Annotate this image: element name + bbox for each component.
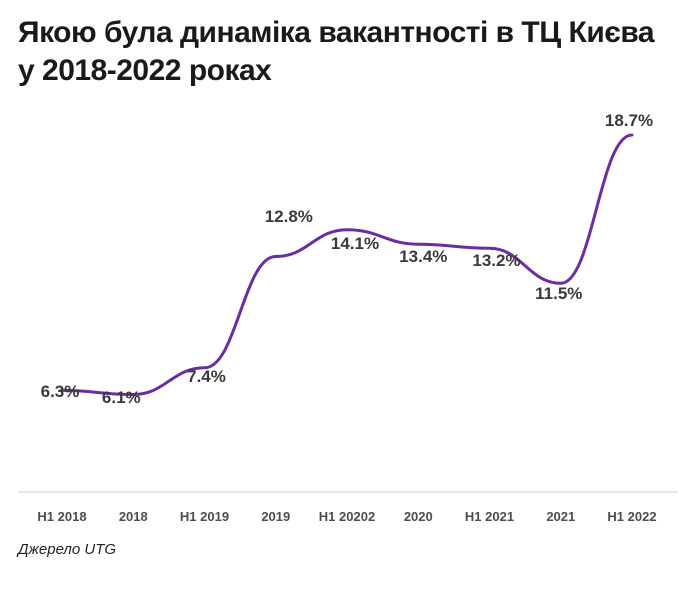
chart-title-line-2: у 2018-2022 роках [18,54,272,87]
x-tick-label: 2021 [546,509,575,524]
data-label: 12.8% [265,207,313,226]
data-label: 14.1% [331,234,379,253]
data-label: 6.1% [102,388,141,407]
x-tick-label: 2020 [404,509,433,524]
x-tick-label: H1 2019 [180,509,229,524]
x-tick-label: H1 20202 [319,509,375,524]
source-note: Джерело UTG [18,541,117,558]
x-tick-label: H1 2018 [37,509,86,524]
chart-title: Якою була динаміка вакантності в ТЦ Києв… [18,14,678,90]
x-tick-label: 2019 [261,509,290,524]
series-line [60,133,634,396]
data-label: 13.2% [472,251,520,270]
data-label: 18.7% [605,111,653,130]
x-tick-label: H1 2022 [607,509,656,524]
data-label: 11.5% [535,284,582,303]
x-axis-ticks: H1 2018 2018 H1 2019 2019 H1 20202 2020 H1 202… [37,509,656,524]
data-label: 7.4% [187,367,226,386]
x-tick-label: 2018 [119,509,148,524]
data-label: 6.3% [41,382,80,401]
x-tick-label: H1 2021 [465,509,514,524]
chart-title-line-1: Якою була динаміка вакантності в ТЦ Києв… [18,16,655,49]
data-labels: 6.3% 6.1% 7.4% 12.8% 14.1% 13.4% 13.2% 11.5% 18.… [41,111,653,407]
data-label: 13.4% [399,247,447,266]
